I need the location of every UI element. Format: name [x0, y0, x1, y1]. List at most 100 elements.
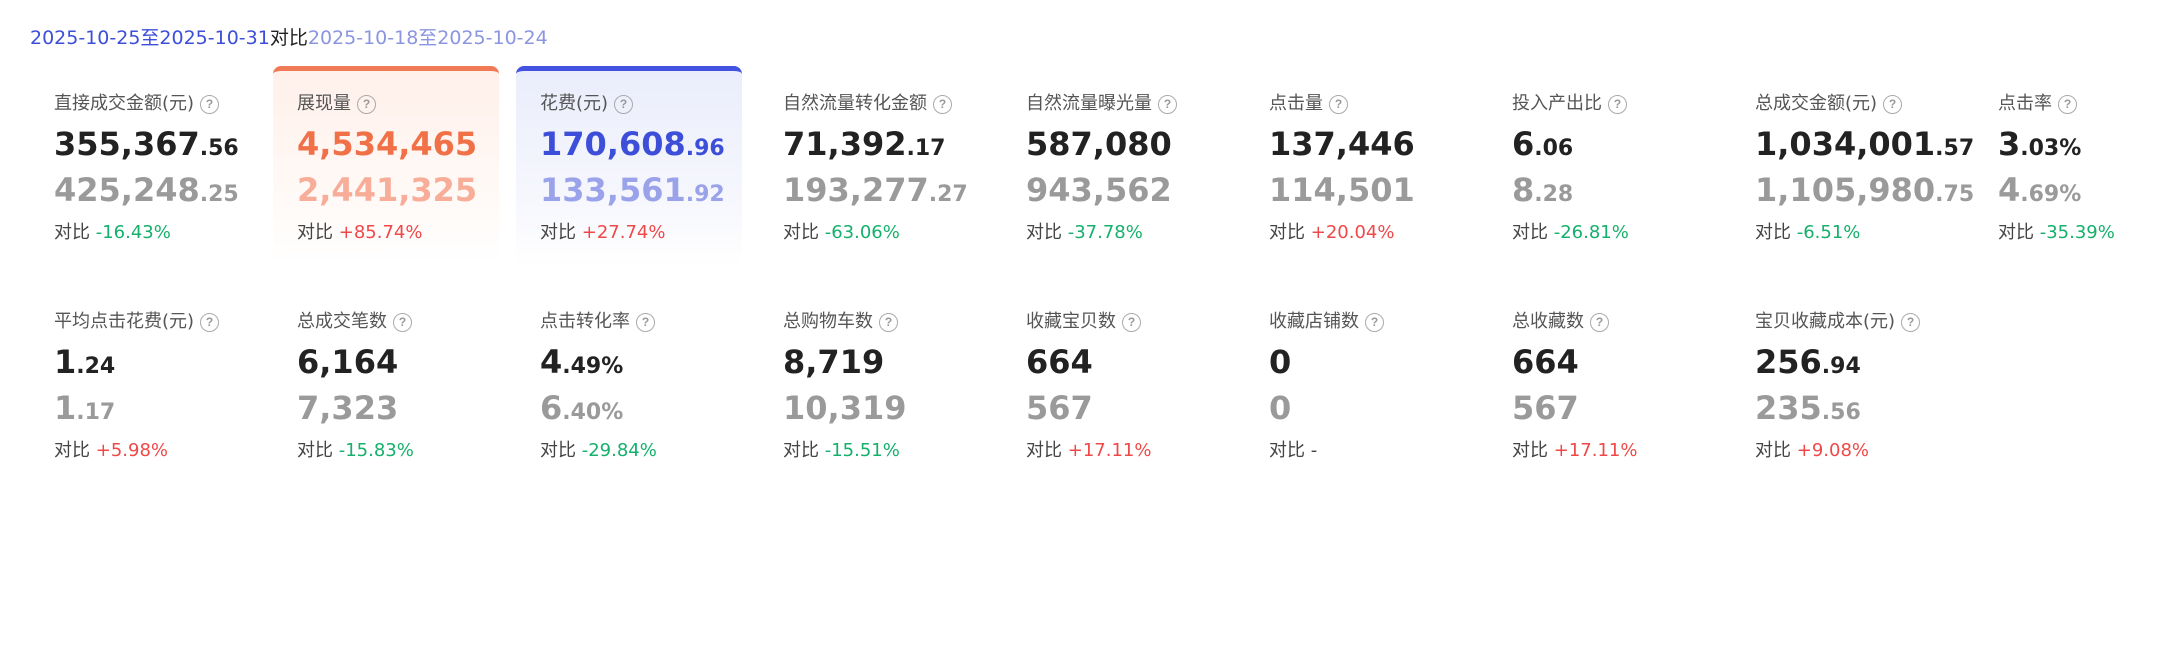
metric-card[interactable]: 点击率? 3.03% 4.69% 对比 -35.39% [1974, 66, 2184, 266]
previous-date-range[interactable]: 2025-10-18至2025-10-24 [307, 27, 548, 49]
metric-comparison: 对比 -6.51% [1755, 220, 1860, 246]
prev-decimal: .56 [1821, 400, 1861, 425]
help-icon[interactable]: ? [1329, 94, 1348, 114]
metric-card[interactable]: 花费(元)? 170,608.96 133,561.92 对比 +27.74% [516, 66, 742, 266]
metric-label: 自然流量转化金额? [783, 91, 952, 117]
prev-integer: 7,323 [297, 389, 399, 427]
prev-decimal: .92 [685, 182, 725, 207]
help-icon[interactable]: ? [393, 312, 412, 332]
comparison-change: +5.98% [95, 440, 168, 461]
help-icon[interactable]: ? [879, 312, 898, 332]
help-icon[interactable]: ? [2058, 94, 2077, 114]
prev-integer: 0 [1269, 389, 1292, 427]
metric-card[interactable]: 总成交金额(元)? 1,034,001.57 1,105,980.75 对比 -6.5… [1731, 66, 1974, 266]
help-icon[interactable]: ? [200, 94, 220, 114]
metric-comparison: 对比 -15.83% [297, 438, 414, 464]
metric-label-text: 总收藏数 [1512, 311, 1584, 332]
metric-card[interactable]: 自然流量曝光量? 587,080 943,562 对比 -37.78% [1002, 66, 1228, 266]
metric-current-value: 4,534,465 [297, 124, 477, 169]
metric-label-text: 平均点击花费(元) [54, 311, 195, 332]
value-integer: 6 [1512, 125, 1535, 163]
help-icon[interactable]: ? [1590, 312, 1609, 332]
metric-comparison: 对比 -37.78% [1026, 220, 1143, 246]
help-icon[interactable]: ? [1883, 94, 1903, 114]
metric-previous-value: 425,248.25 [54, 170, 239, 215]
metric-card[interactable]: 收藏店铺数? 0 0 对比 - [1245, 284, 1471, 484]
metric-card[interactable]: 展现量? 4,534,465 2,441,325 对比 +85.74% [273, 66, 499, 266]
metric-previous-value: 1.17 [54, 388, 115, 433]
metric-card[interactable]: 收藏宝贝数? 664 567 对比 +17.11% [1002, 284, 1228, 484]
metric-label-text: 收藏店铺数 [1269, 311, 1359, 332]
metric-comparison: 对比 +17.11% [1512, 438, 1637, 464]
metric-current-value: 137,446 [1269, 124, 1415, 169]
comparison-change: -6.51% [1796, 222, 1861, 243]
help-icon[interactable]: ? [200, 312, 220, 332]
metric-label-text: 点击率 [1998, 93, 2052, 114]
metric-card[interactable]: 直接成交金额(元)? 355,367.56 425,248.25 对比 -16.43% [30, 66, 256, 266]
metric-current-value: 8,719 [783, 342, 884, 387]
comparison-change: +85.74% [338, 222, 423, 243]
value-integer: 6,164 [297, 343, 399, 381]
prev-integer: 193,277 [783, 171, 929, 209]
value-decimal: .96 [685, 136, 725, 161]
metric-card[interactable]: 宝贝收藏成本(元)? 256.94 235.56 对比 +9.08% [1731, 284, 1957, 484]
metric-previous-value: 193,277.27 [783, 170, 968, 215]
help-icon[interactable]: ? [357, 94, 376, 114]
metric-label-text: 自然流量转化金额 [783, 93, 927, 114]
help-icon[interactable]: ? [1158, 94, 1177, 114]
value-decimal: .03% [2020, 136, 2082, 161]
comparison-label: 对比 [54, 222, 96, 243]
metric-card[interactable]: 点击量? 137,446 114,501 对比 +20.04% [1245, 66, 1471, 266]
comparison-label: 对比 [297, 440, 339, 461]
help-icon[interactable]: ? [1122, 312, 1141, 332]
comparison-change: +17.11% [1067, 440, 1152, 461]
metric-card[interactable]: 点击转化率? 4.49% 6.40% 对比 -29.84% [516, 284, 742, 484]
value-decimal: .56 [199, 136, 239, 161]
help-icon[interactable]: ? [614, 94, 634, 114]
metric-card[interactable]: 平均点击花费(元)? 1.24 1.17 对比 +5.98% [30, 284, 256, 484]
help-icon[interactable]: ? [1901, 312, 1921, 332]
metric-comparison: 对比 -63.06% [783, 220, 900, 246]
metric-current-value: 3.03% [1998, 124, 2081, 169]
value-integer: 355,367 [54, 125, 200, 163]
metric-card[interactable]: 自然流量转化金额? 71,392.17 193,277.27 对比 -63.06% [759, 66, 985, 266]
metric-previous-value: 133,561.92 [540, 170, 725, 215]
prev-decimal: .27 [928, 182, 968, 207]
prev-integer: 4 [1998, 171, 2021, 209]
metric-current-value: 0 [1269, 342, 1291, 387]
help-icon[interactable]: ? [636, 312, 655, 332]
help-icon[interactable]: ? [1608, 94, 1627, 114]
metric-label-text: 花费(元) [540, 93, 609, 114]
value-decimal: .24 [76, 354, 116, 379]
help-icon[interactable]: ? [1365, 312, 1384, 332]
metric-previous-value: 943,562 [1026, 170, 1172, 215]
help-icon[interactable]: ? [933, 94, 952, 114]
value-decimal: .94 [1821, 354, 1861, 379]
metric-label: 总成交笔数? [297, 309, 412, 335]
prev-integer: 10,319 [783, 389, 907, 427]
metric-label: 平均点击花费(元)? [54, 309, 220, 335]
metric-label: 点击转化率? [540, 309, 655, 335]
metric-previous-value: 8.28 [1512, 170, 1573, 215]
metric-previous-value: 1,105,980.75 [1755, 170, 1974, 215]
metric-previous-value: 10,319 [783, 388, 906, 433]
metric-comparison: 对比 +9.08% [1755, 438, 1869, 464]
metric-comparison: 对比 +5.98% [54, 438, 168, 464]
current-date-range[interactable]: 2025-10-25至2025-10-31 [30, 27, 270, 49]
date-range[interactable]: 2025-10-25至2025-10-31对比2025-10-18至2025-1… [30, 24, 548, 52]
metric-comparison: 对比 +85.74% [297, 220, 422, 246]
metric-card[interactable]: 总成交笔数? 6,164 7,323 对比 -15.83% [273, 284, 499, 484]
metric-card[interactable]: 投入产出比? 6.06 8.28 对比 -26.81% [1488, 66, 1714, 266]
value-integer: 664 [1512, 343, 1579, 381]
comparison-label: 对比 [1512, 440, 1554, 461]
metric-current-value: 664 [1026, 342, 1093, 387]
metric-label-text: 直接成交金额(元) [54, 93, 195, 114]
metric-card[interactable]: 总收藏数? 664 567 对比 +17.11% [1488, 284, 1714, 484]
metric-previous-value: 235.56 [1755, 388, 1861, 433]
metric-card[interactable]: 总购物车数? 8,719 10,319 对比 -15.51% [759, 284, 985, 484]
prev-integer: 567 [1026, 389, 1093, 427]
metric-label-text: 点击量 [1269, 93, 1323, 114]
prev-integer: 1,105,980 [1755, 171, 1936, 209]
metric-current-value: 355,367.56 [54, 124, 239, 169]
metric-label-text: 点击转化率 [540, 311, 630, 332]
